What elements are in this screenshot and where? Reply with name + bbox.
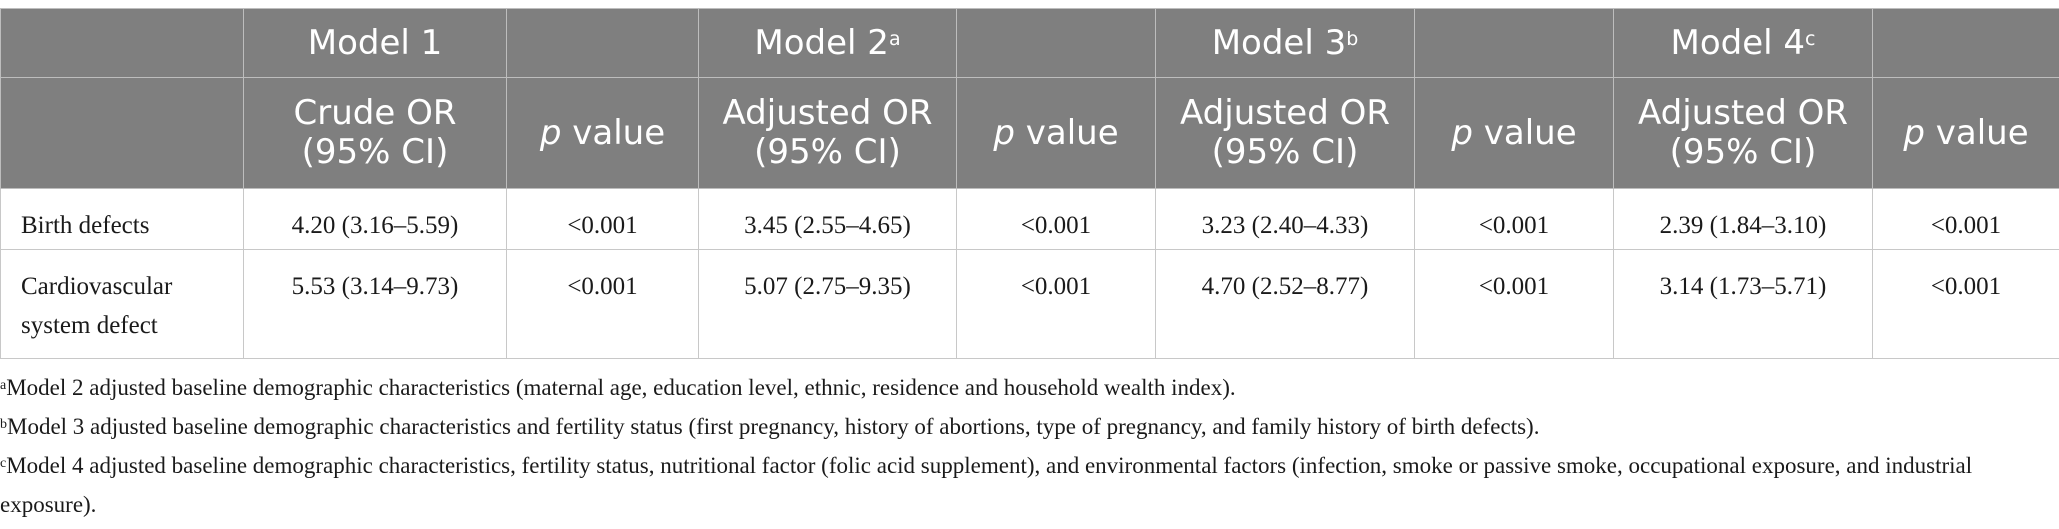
header-empty bbox=[1872, 8, 2059, 78]
header-model-3: Model 3b bbox=[1155, 8, 1415, 78]
cell-or: 3.45 (2.55–4.65) bbox=[698, 188, 957, 250]
header-p-4: p value bbox=[1872, 77, 2059, 189]
cell-p: <0.001 bbox=[506, 188, 699, 250]
table-row: Cardiovascular system defect 5.53 (3.14–9… bbox=[0, 249, 2059, 359]
row-label: Birth defects bbox=[0, 188, 244, 250]
header-model-1: Model 1 bbox=[243, 8, 507, 78]
cell-or: 5.07 (2.75–9.35) bbox=[698, 249, 957, 359]
row-label: Cardiovascular system defect bbox=[0, 249, 244, 359]
header-p-3: p value bbox=[1414, 77, 1614, 189]
table-footnotes: aModel 2 adjusted baseline demographic c… bbox=[0, 368, 2059, 524]
header-row-models: Model 1 Model 2a Model 3b Model 4c bbox=[0, 8, 2059, 78]
header-p-1: p value bbox=[506, 77, 699, 189]
cell-p: <0.001 bbox=[506, 249, 699, 359]
header-empty bbox=[956, 8, 1156, 78]
header-p-2: p value bbox=[956, 77, 1156, 189]
cell-p: <0.001 bbox=[1872, 188, 2059, 250]
header-row-measures: Crude OR (95% CI) p value Adjusted OR (95%… bbox=[0, 77, 2059, 189]
footnote-c: cModel 4 adjusted baseline demographic c… bbox=[0, 453, 1973, 517]
header-or-4: Adjusted OR (95% CI) bbox=[1613, 77, 1873, 189]
cell-p: <0.001 bbox=[956, 249, 1156, 359]
header-or-1: Crude OR (95% CI) bbox=[243, 77, 507, 189]
cell-p: <0.001 bbox=[1414, 249, 1614, 359]
cell-or: 2.39 (1.84–3.10) bbox=[1613, 188, 1873, 250]
cell-or: 3.23 (2.40–4.33) bbox=[1155, 188, 1415, 250]
footnote-b: bModel 3 adjusted baseline demographic c… bbox=[0, 414, 1540, 439]
header-empty bbox=[1414, 8, 1614, 78]
cell-or: 3.14 (1.73–5.71) bbox=[1613, 249, 1873, 359]
cell-or: 4.70 (2.52–8.77) bbox=[1155, 249, 1415, 359]
table-row: Birth defects 4.20 (3.16–5.59) <0.001 3.… bbox=[0, 188, 2059, 250]
header-corner bbox=[0, 8, 244, 78]
cell-p: <0.001 bbox=[956, 188, 1156, 250]
header-corner bbox=[0, 77, 244, 189]
results-table: Model 1 Model 2a Model 3b Model 4c Crude… bbox=[0, 8, 2059, 359]
header-model-4: Model 4c bbox=[1613, 8, 1873, 78]
header-or-3: Adjusted OR (95% CI) bbox=[1155, 77, 1415, 189]
footnote-a: aModel 2 adjusted baseline demographic c… bbox=[0, 375, 1236, 400]
header-empty bbox=[506, 8, 699, 78]
cell-p: <0.001 bbox=[1414, 188, 1614, 250]
cell-p: <0.001 bbox=[1872, 249, 2059, 359]
cell-or: 5.53 (3.14–9.73) bbox=[243, 249, 507, 359]
header-or-2: Adjusted OR (95% CI) bbox=[698, 77, 957, 189]
cell-or: 4.20 (3.16–5.59) bbox=[243, 188, 507, 250]
header-model-2: Model 2a bbox=[698, 8, 957, 78]
